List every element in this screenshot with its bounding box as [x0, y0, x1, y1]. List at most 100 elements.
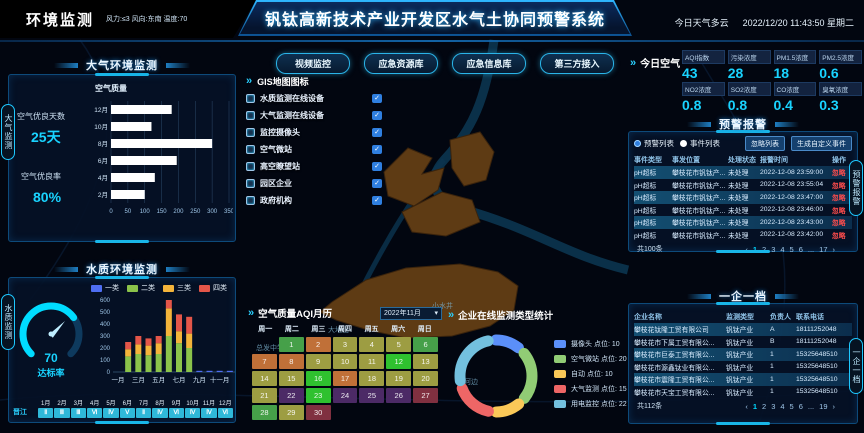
donut-legend-item[interactable]: 用电监控 点位: 22	[554, 396, 627, 411]
layer-menu-header[interactable]: » GIS地图图标	[246, 72, 382, 90]
calendar-day[interactable]: 26	[386, 388, 412, 403]
table-row[interactable]: 攀枝花市巨泰工贸有限公... 钒钛产业 1 15325648510	[634, 348, 852, 361]
toolbar-button[interactable]: 应急信息库	[452, 53, 526, 74]
layer-checkbox[interactable]: ✓	[372, 94, 382, 103]
warning-action-button[interactable]: 生成自定义事件	[791, 136, 852, 151]
donut-legend-item[interactable]: 大气监测 点位: 15	[554, 381, 627, 396]
calendar-day[interactable]: 25	[359, 388, 385, 403]
calendar-day[interactable]: 7	[252, 354, 277, 369]
calendar-day[interactable]: 5	[386, 337, 412, 352]
page-number[interactable]: 1	[752, 244, 758, 254]
page-number[interactable]: 4	[780, 401, 785, 411]
calendar-day[interactable]: 9	[305, 354, 331, 369]
calendar-day[interactable]: 20	[413, 371, 438, 386]
page-number[interactable]: 17	[819, 244, 828, 254]
layer-menu-item[interactable]: 大气监测在线设备 ✓	[246, 107, 382, 124]
page-number[interactable]: ...	[807, 244, 815, 254]
page-next-button[interactable]: ›	[832, 244, 836, 254]
page-number[interactable]: ...	[807, 401, 815, 411]
calendar-day[interactable]: 19	[386, 371, 412, 386]
page-number[interactable]: 6	[798, 401, 803, 411]
calendar-day[interactable]: 13	[413, 354, 438, 369]
page-number[interactable]: 4	[780, 244, 785, 254]
toolbar-button[interactable]: 视频监控	[276, 53, 350, 74]
table-row[interactable]: 攀枝花市源鑫钛业有限公... 钒钛产业 1 15325648510	[634, 361, 852, 374]
layer-menu-item[interactable]: 政府机构 ✓	[246, 192, 382, 209]
page-prev-button[interactable]: ‹	[745, 244, 748, 254]
layer-checkbox[interactable]: ✓	[372, 145, 382, 154]
table-row[interactable]: pH超标 攀枝花市钒钛产... 未处理 2022-12-08 23:55:04 忽略	[634, 179, 852, 192]
page-number[interactable]: 19	[819, 401, 828, 411]
table-row[interactable]: pH超标 攀枝花市钒钛产... 未处理 2022-12-08 23:47:00 忽略	[634, 191, 852, 204]
warning-action-button[interactable]: 忽略列表	[745, 136, 785, 151]
legend-swatch	[163, 284, 174, 292]
table-row[interactable]: pH超标 攀枝花市钒钛产... 未处理 2022-12-08 23:43:00 忽略	[634, 216, 852, 229]
table-row[interactable]: 攀枝花市天宝工贸有限公... 钒钛产业 1 15325648510	[634, 386, 852, 399]
layer-menu-item[interactable]: 园区企业 ✓	[246, 175, 382, 192]
page-number[interactable]: 5	[789, 244, 794, 254]
calendar-day[interactable]: 11	[359, 354, 385, 369]
calendar-day[interactable]: 8	[278, 354, 304, 369]
page-number[interactable]: 6	[798, 244, 803, 254]
layer-menu-item[interactable]: 高空瞭望站 ✓	[246, 158, 382, 175]
calendar-day[interactable]: 4	[359, 337, 385, 352]
table-row[interactable]: 攀枝花市震隆工贸有限公... 钒钛产业 1 15325648510	[634, 373, 852, 386]
metric-value: 28	[727, 65, 744, 81]
page-number[interactable]: 1	[752, 401, 758, 411]
calendar-day[interactable]: 30	[305, 405, 331, 420]
layer-menu-item[interactable]: 监控摄像头 ✓	[246, 124, 382, 141]
calendar-day[interactable]: 16	[305, 371, 331, 386]
table-row[interactable]: pH超标 攀枝花市钒钛产... 未处理 2022-12-08 23:42:00 忽略	[634, 229, 852, 242]
layer-checkbox[interactable]: ✓	[372, 128, 382, 137]
calendar-day[interactable]: 24	[332, 388, 358, 403]
page-prev-button[interactable]: ‹	[745, 401, 748, 411]
layer-menu-item[interactable]: 水质监测在线设备 ✓	[246, 90, 382, 107]
calendar-day[interactable]: 23	[305, 388, 331, 403]
calendar-day[interactable]: 21	[252, 388, 277, 403]
donut-legend-item[interactable]: 摄像头 点位: 10	[554, 336, 627, 351]
calendar-day[interactable]: 18	[359, 371, 385, 386]
warning-list-radio[interactable]: 事件列表	[680, 138, 720, 149]
calendar-day[interactable]: 14	[252, 371, 277, 386]
calendar-day[interactable]: 22	[278, 388, 304, 403]
page-number[interactable]: 5	[789, 401, 794, 411]
edge-tab-air-monitor[interactable]: 大气监测	[1, 104, 15, 160]
calendar-day[interactable]: 15	[278, 371, 304, 386]
layer-checkbox[interactable]: ✓	[372, 162, 382, 171]
calendar-day[interactable]: 10	[332, 354, 358, 369]
table-cell[interactable]: 忽略	[832, 220, 846, 228]
table-row[interactable]: 攀枝花钛隆工贸有限公司 钒钛产业 A 18111252048	[634, 323, 852, 336]
calendar-day[interactable]: 6	[413, 337, 438, 352]
toolbar-button[interactable]: 应急资源库	[364, 53, 438, 74]
page-number[interactable]: 3	[771, 244, 776, 254]
calendar-day[interactable]: 1	[278, 337, 304, 352]
warning-list-radio[interactable]: 预警列表	[634, 138, 674, 149]
page-number[interactable]: 3	[771, 401, 776, 411]
page-next-button[interactable]: ›	[832, 401, 836, 411]
donut-legend-item[interactable]: 自动 点位: 10	[554, 366, 627, 381]
calendar-day[interactable]: 29	[278, 405, 304, 420]
calendar-day[interactable]: 12	[386, 354, 412, 369]
donut-legend-item[interactable]: 空气微站 点位: 20	[554, 351, 627, 366]
edge-tab-warning[interactable]: 预警报警	[849, 160, 863, 216]
layer-checkbox[interactable]: ✓	[372, 111, 382, 120]
calendar-day[interactable]: 17	[332, 371, 358, 386]
calendar-day[interactable]: 3	[332, 337, 358, 352]
layer-checkbox[interactable]: ✓	[372, 196, 382, 205]
page-number[interactable]: 2	[762, 401, 767, 411]
calendar-day[interactable]: 28	[252, 405, 277, 420]
edge-tab-water-monitor[interactable]: 水质监测	[1, 294, 15, 350]
table-cell[interactable]: 忽略	[832, 232, 846, 240]
month-select[interactable]: 2022年11月 ▾	[380, 306, 442, 320]
toolbar-button[interactable]: 第三方接入	[540, 53, 614, 74]
calendar-day[interactable]: 27	[413, 388, 438, 403]
table-row[interactable]: pH超标 攀枝花市钒钛产... 未处理 2022-12-08 23:59:00 忽略	[634, 166, 852, 179]
layer-menu-item[interactable]: 空气微站 ✓	[246, 141, 382, 158]
table-row[interactable]: pH超标 攀枝花市钒钛产... 未处理 2022-12-08 23:46:00 忽略	[634, 204, 852, 217]
page-number[interactable]: 2	[762, 244, 767, 254]
table-row[interactable]: 攀枝花市下属工贸有限公... 钒钛产业 B 18111252048	[634, 336, 852, 349]
layer-checkbox[interactable]: ✓	[372, 179, 382, 188]
edge-tab-enterprise[interactable]: 一企一档	[849, 338, 863, 394]
calendar-day[interactable]: 2	[305, 337, 331, 352]
